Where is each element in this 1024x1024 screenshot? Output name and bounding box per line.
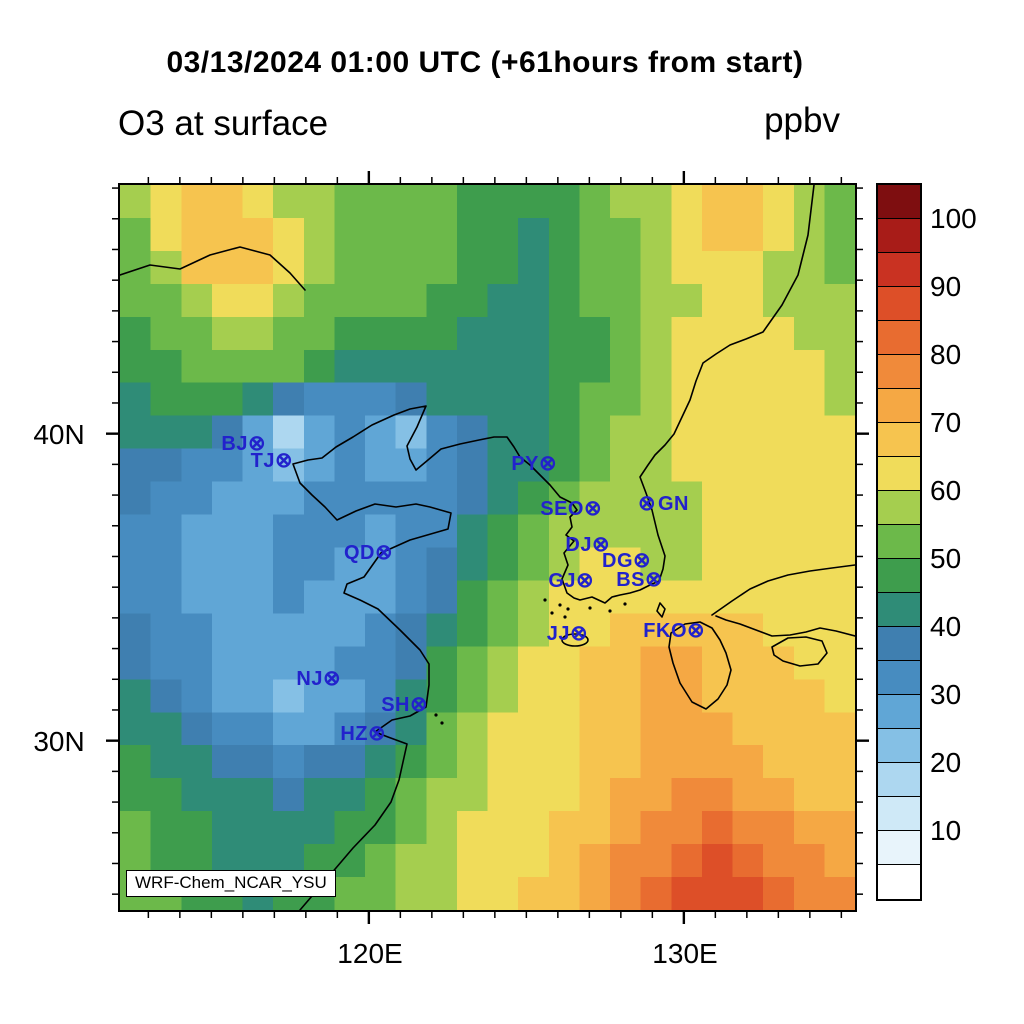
- colorbar-tick-label: 30: [930, 679, 962, 710]
- station-label-nj: NJ: [296, 668, 323, 690]
- station-label-sh: SH: [381, 694, 410, 716]
- colorbar-tick-label: 20: [930, 747, 962, 778]
- colorbar-segment: [878, 185, 920, 219]
- colorbar-segment: [878, 491, 920, 525]
- station-marker-gn: ⊗: [638, 492, 656, 515]
- colorbar-segment: [878, 627, 920, 661]
- lon-label-130e: 130E: [652, 938, 718, 969]
- station-label-qd: QD: [344, 542, 375, 564]
- stations-layer: ⊗ BJ ⊗ TJ ⊗ PY ⊗ SEO ⊗ GN ⊗ QD ⊗ DJ ⊗ DG ⊗ GJ ⊗ BS ⊗ JJ ⊗ FKO ⊗ N…: [120, 185, 855, 910]
- station-marker-bj: ⊗: [248, 432, 266, 455]
- station-label-bs: BS: [616, 569, 645, 591]
- model-label: WRF-Chem_NCAR_YSU: [135, 873, 327, 892]
- colorbar-tick-label: 90: [930, 271, 962, 302]
- colorbar-segment: [878, 219, 920, 253]
- station-marker-qd: ⊗: [375, 541, 393, 564]
- lon-label-120e: 120E: [337, 938, 403, 969]
- colorbar-segment: [878, 423, 920, 457]
- lat-label-40n: 40N: [33, 419, 85, 450]
- colorbar-labels: 10 20 30 40 50 60 70 80 90 100: [930, 185, 1010, 899]
- colorbar-segment: [878, 525, 920, 559]
- colorbar-segment: [878, 559, 920, 593]
- colorbar-segment: [878, 797, 920, 831]
- colorbar-segment: [878, 457, 920, 491]
- colorbar-segment: [878, 695, 920, 729]
- station-label-dg: DG: [602, 550, 633, 572]
- colorbar-segment: [878, 729, 920, 763]
- variable-label: O3 at surface: [118, 104, 329, 143]
- colorbar-segment: [878, 763, 920, 797]
- station-label-fko: FKO: [643, 620, 687, 642]
- map-area: ⊗ BJ ⊗ TJ ⊗ PY ⊗ SEO ⊗ GN ⊗ QD ⊗ DJ ⊗ DG ⊗ GJ ⊗ BS ⊗ JJ ⊗ FKO ⊗ N…: [118, 183, 857, 912]
- colorbar-tick-label: 10: [930, 815, 962, 846]
- station-marker-seo: ⊗: [584, 497, 602, 520]
- colorbar-tick-label: 60: [930, 475, 962, 506]
- station-marker-bs: ⊗: [645, 568, 663, 591]
- station-marker-jj: ⊗: [570, 622, 588, 645]
- units-label: ppbv: [764, 101, 840, 140]
- colorbar-segment: [878, 389, 920, 423]
- station-marker-py: ⊗: [539, 452, 557, 475]
- colorbar-segment: [878, 593, 920, 627]
- station-label-py: PY: [511, 453, 539, 475]
- lat-label-30n: 30N: [33, 726, 85, 757]
- station-marker-dg: ⊗: [633, 549, 651, 572]
- station-marker-sh: ⊗: [410, 693, 428, 716]
- station-marker-gj: ⊗: [576, 569, 594, 592]
- colorbar-segment: [878, 355, 920, 389]
- colorbar-segment: [878, 287, 920, 321]
- colorbar-segment: [878, 661, 920, 695]
- colorbar-tick-label: 80: [930, 339, 962, 370]
- station-marker-dj: ⊗: [592, 533, 610, 556]
- station-marker-tj: ⊗: [275, 449, 293, 472]
- station-label-gj: GJ: [548, 570, 576, 592]
- colorbar-tick-label: 70: [930, 407, 962, 438]
- colorbar: [876, 183, 922, 901]
- station-label-tj: TJ: [250, 450, 275, 472]
- model-label-box: WRF-Chem_NCAR_YSU: [126, 870, 336, 897]
- colorbar-segment: [878, 831, 920, 865]
- colorbar-tick-label: 50: [930, 543, 962, 574]
- station-label-gn: GN: [658, 493, 689, 515]
- colorbar-segment: [878, 865, 920, 899]
- station-label-hz: HZ: [340, 723, 368, 745]
- figure-title: 03/13/2024 01:00 UTC (+61hours from star…: [166, 46, 804, 79]
- station-label-dj: DJ: [565, 534, 592, 556]
- station-label-seo: SEO: [540, 498, 584, 520]
- station-marker-hz: ⊗: [368, 722, 386, 745]
- station-marker-nj: ⊗: [323, 667, 341, 690]
- station-marker-fko: ⊗: [687, 619, 705, 642]
- station-label-jj: JJ: [546, 623, 570, 645]
- colorbar-tick-label: 40: [930, 611, 962, 642]
- station-label-bj: BJ: [221, 433, 248, 455]
- colorbar-segment: [878, 253, 920, 287]
- colorbar-tick-label: 100: [930, 203, 977, 234]
- colorbar-segment: [878, 321, 920, 355]
